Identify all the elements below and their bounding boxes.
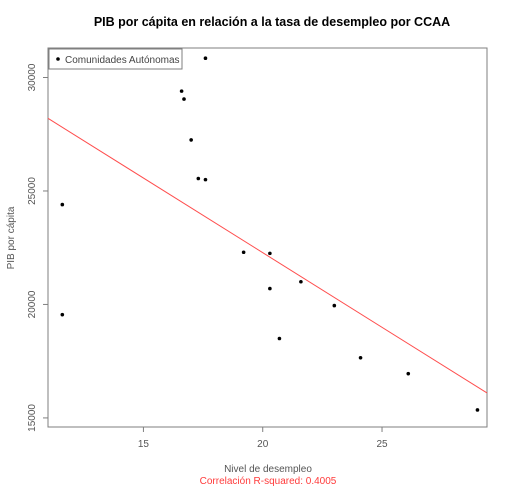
data-point: [406, 371, 411, 376]
data-point: [189, 138, 193, 142]
data-point: [182, 97, 186, 101]
y-axis: 15000 20000 25000 30000: [27, 63, 48, 432]
data-point: [277, 336, 282, 341]
data-point: [268, 251, 272, 256]
data-point: [358, 355, 363, 360]
legend: Comunidades Autónomas: [48, 48, 183, 70]
x-tick-label: 15: [138, 439, 150, 450]
y-tick-label: 30000: [27, 63, 38, 91]
y-axis-label: PIB por cápita: [6, 206, 17, 269]
x-axis-label: Nivel de desempleo: [224, 464, 312, 475]
y-tick-label: 15000: [27, 404, 38, 432]
regression-line: [47, 117, 488, 394]
data-point: [60, 202, 65, 207]
y-tick-label: 20000: [27, 290, 38, 318]
legend-box: [48, 48, 183, 70]
data-point: [299, 279, 303, 284]
x-tick-label: 25: [376, 439, 388, 450]
data-point: [268, 286, 272, 291]
data-points: [60, 56, 480, 412]
chart-title: PIB por cápita en relación a la tasa de …: [94, 15, 450, 29]
r-squared-annotation: Correlación R-squared: 0.4005: [200, 476, 337, 487]
data-point: [179, 89, 184, 93]
data-point: [332, 303, 337, 308]
legend-entry: Comunidades Autónomas: [65, 55, 180, 66]
data-point: [475, 408, 480, 412]
data-point: [60, 312, 65, 317]
x-tick-label: 20: [257, 439, 269, 450]
data-point: [196, 176, 201, 181]
plot-frame: [47, 47, 488, 428]
data-point: [203, 56, 208, 61]
x-axis: 15 20 25: [138, 427, 388, 450]
data-point: [241, 250, 246, 255]
data-point: [203, 177, 208, 182]
legend-marker: [56, 57, 60, 61]
y-tick-label: 25000: [27, 177, 38, 205]
